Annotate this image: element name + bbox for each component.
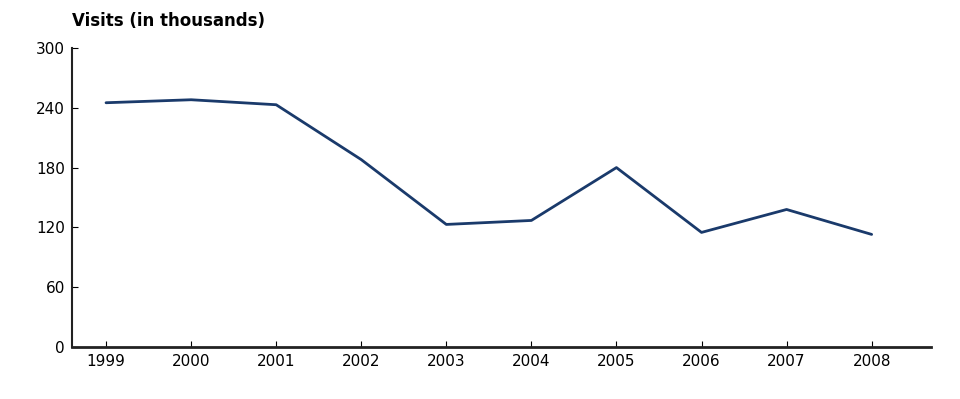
Text: Visits (in thousands): Visits (in thousands) bbox=[72, 12, 265, 30]
